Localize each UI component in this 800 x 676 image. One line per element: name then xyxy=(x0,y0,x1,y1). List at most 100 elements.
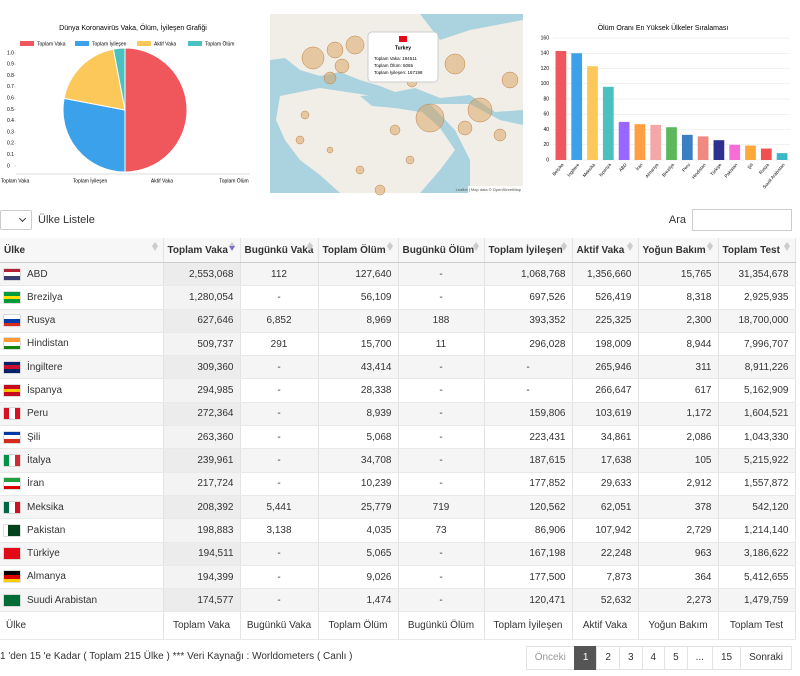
flag xyxy=(4,571,20,583)
country-name: Peru xyxy=(27,408,49,420)
legend-label: Aktif Vaka xyxy=(154,41,176,47)
table-cell: - xyxy=(398,425,485,450)
popup-flag xyxy=(399,36,407,42)
footer-header: Toplam İyileşen xyxy=(484,611,573,641)
list-label: Ülke Listele xyxy=(38,214,95,226)
x-tick-label: Belçika xyxy=(551,162,564,177)
sort-icon xyxy=(472,242,479,251)
country-cell: Şili xyxy=(0,425,164,450)
table-cell: 2,912 xyxy=(638,472,719,496)
y-tick-label: 20 xyxy=(543,142,549,148)
table-cell: 5,065 xyxy=(318,542,399,566)
x-tick-label: Peru xyxy=(681,162,691,173)
page-button[interactable]: Sonraki xyxy=(740,646,792,670)
column-header[interactable]: Toplam İyileşen xyxy=(484,238,573,263)
country-name: Meksika xyxy=(27,501,64,513)
header-text: Toplam Test xyxy=(722,244,780,256)
page-button[interactable]: Önceki xyxy=(525,646,575,670)
column-header[interactable]: Bugünkü Vaka xyxy=(240,238,319,263)
column-header[interactable]: Bugünkü Ölüm xyxy=(398,238,485,263)
y-tick-label: 80 xyxy=(543,96,549,102)
page-button[interactable]: 5 xyxy=(664,646,688,670)
page-button[interactable]: 2 xyxy=(596,646,620,670)
column-header[interactable]: Ülke xyxy=(0,238,164,263)
page-button[interactable]: 15 xyxy=(711,646,742,670)
footer-header: Toplam Ölüm xyxy=(318,611,399,641)
popup-line: Toplam İyileşen: 167198 xyxy=(374,69,423,75)
footer-header: Bugünkü Vaka xyxy=(240,611,319,641)
country-cell: İspanya xyxy=(0,378,164,403)
table-cell: - xyxy=(240,355,319,380)
table-cell: 8,944 xyxy=(638,332,719,357)
column-header[interactable]: Toplam Test xyxy=(718,238,796,263)
table-cell: 56,109 xyxy=(318,285,399,310)
table-cell: 1,172 xyxy=(638,402,719,427)
table-cell: 194,511 xyxy=(163,542,241,566)
table-cell: 29,633 xyxy=(572,472,639,496)
table-cell: - xyxy=(398,402,485,427)
flag xyxy=(4,501,20,513)
page-button[interactable]: ... xyxy=(686,646,713,670)
y-tick-label: 1.0 xyxy=(7,50,14,56)
table-cell: 8,318 xyxy=(638,285,719,310)
table-row: Pakistan 198,883 3,138 4,035 73 86,906 107,942… xyxy=(0,518,796,543)
footer-header: Aktif Vaka xyxy=(572,611,639,641)
table-cell: 294,985 xyxy=(163,378,241,403)
list-select[interactable] xyxy=(0,210,32,230)
footer-header: Bugünkü Ölüm xyxy=(398,611,485,641)
table-row: Şili 263,360-5,068-223,431 34,861 2,086 1,04… xyxy=(0,425,796,450)
y-tick-label: 0.8 xyxy=(7,73,14,79)
table-cell: 194,399 xyxy=(163,565,241,590)
column-header[interactable]: Toplam Ölüm xyxy=(318,238,399,263)
table-cell: 18,700,000 xyxy=(718,309,796,333)
pie-slice xyxy=(112,47,126,111)
legend-swatch xyxy=(75,41,89,46)
table-cell: 6,852 xyxy=(240,309,319,333)
country-table: Ülke Toplam Vaka Bugünkü Vaka Toplam Ölüm Bu… xyxy=(0,238,796,641)
x-tick-label: Pakistan xyxy=(723,162,738,179)
x-tick-label: Hindistan xyxy=(691,162,707,180)
charts: Turkey Toplam Vaka: 194511 Toplam Ölüm: … xyxy=(1,14,790,196)
table-cell: 2,273 xyxy=(638,588,719,613)
table-row: Suudi Arabistan 174,577-1,474-120,471 52,6… xyxy=(0,588,796,613)
column-header[interactable]: Toplam Vaka xyxy=(163,238,241,263)
flag xyxy=(4,431,20,443)
table-row: İngiltere 309,360-43,414- -265,946 311 8,911… xyxy=(0,355,796,380)
search-input[interactable] xyxy=(692,209,792,231)
header-text: Yoğun Bakım xyxy=(642,244,706,256)
table-cell: - xyxy=(240,378,319,403)
table-cell: - xyxy=(240,448,319,473)
flag xyxy=(4,454,20,466)
bar xyxy=(729,144,741,160)
table-cell: 7,996,707 xyxy=(718,332,796,357)
map[interactable]: Turkey Toplam Vaka: 194511 Toplam Ölüm: … xyxy=(270,14,523,196)
y-tick-label: 0.5 xyxy=(7,107,14,113)
table-cell: 266,647 xyxy=(572,378,639,403)
page-button[interactable]: 3 xyxy=(618,646,643,670)
flag xyxy=(4,291,20,303)
page-button[interactable]: 4 xyxy=(641,646,666,670)
header-text: Toplam Ölüm xyxy=(322,244,386,256)
map-land xyxy=(276,88,455,193)
table-cell: 239,961 xyxy=(163,448,241,473)
column-header[interactable]: Aktif Vaka xyxy=(572,238,639,263)
x-tick-label: Meksika xyxy=(582,162,597,178)
country-name: İngiltere xyxy=(27,361,63,373)
table-cell: 364 xyxy=(638,565,719,590)
page-button[interactable]: 1 xyxy=(573,646,598,670)
table-row: Rusya 627,646 6,852 8,969 188 393,352 225,325 2… xyxy=(0,309,796,333)
table-cell: 5,162,909 xyxy=(718,378,796,403)
pie-slice xyxy=(63,48,126,111)
column-header[interactable]: Yoğun Bakım xyxy=(638,238,719,263)
table-cell: 393,352 xyxy=(484,309,573,333)
country-name: Pakistan xyxy=(27,524,66,536)
table-cell: 177,500 xyxy=(484,565,573,590)
country-cell: İtalya xyxy=(0,448,164,473)
y-tick-label: 0.2 xyxy=(7,141,14,147)
table-cell: 8,939 xyxy=(318,402,399,427)
bar xyxy=(587,66,598,160)
map-land xyxy=(430,104,523,193)
y-tick-label: 0.9 xyxy=(7,62,14,68)
table-cell: 11 xyxy=(398,332,485,357)
